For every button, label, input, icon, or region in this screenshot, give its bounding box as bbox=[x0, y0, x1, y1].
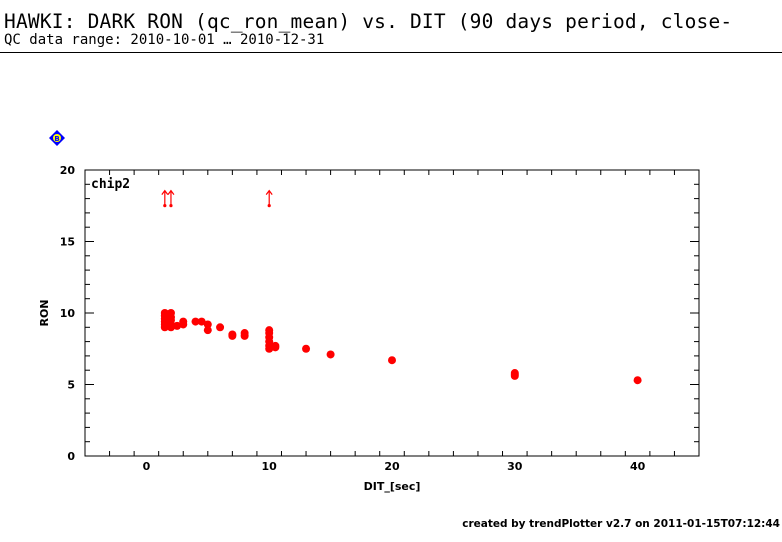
x-axis-label: DIT_[sec] bbox=[364, 480, 421, 493]
data-point bbox=[160, 309, 169, 317]
data-point bbox=[203, 320, 212, 329]
data-point bbox=[510, 369, 519, 378]
x-tick-label: 10 bbox=[262, 460, 278, 473]
y-tick-label: 0 bbox=[67, 450, 75, 463]
axis-tick-labels: 0 10 20 30 40 0 5 10 15 20 bbox=[60, 164, 646, 473]
qc-date-range: QC data range: 2010-10-01 … 2010-12-31 bbox=[4, 32, 325, 48]
data-point bbox=[271, 341, 280, 350]
outlier-arrow bbox=[167, 189, 175, 208]
diamond-letter: B bbox=[54, 135, 59, 143]
y-tick-label: 20 bbox=[60, 164, 76, 177]
data-point bbox=[197, 317, 206, 326]
x-tick-label: 0 bbox=[143, 460, 151, 473]
data-point bbox=[240, 329, 249, 338]
y-tick-label: 15 bbox=[60, 236, 75, 249]
blue-diamond-icon[interactable]: B bbox=[49, 130, 65, 146]
chart-title: HAWKI: DARK RON (qc_ron_mean) vs. DIT (9… bbox=[4, 10, 733, 33]
outlier-arrow bbox=[265, 189, 273, 208]
data-point bbox=[166, 309, 175, 317]
plot-frame bbox=[84, 169, 700, 457]
data-point bbox=[265, 326, 274, 335]
data-point bbox=[179, 317, 188, 326]
data-point bbox=[228, 330, 237, 339]
data-point bbox=[633, 376, 642, 385]
outlier-arrows bbox=[161, 189, 273, 208]
data-point bbox=[326, 350, 335, 359]
y-tick-label: 10 bbox=[60, 307, 76, 320]
data-point bbox=[388, 356, 396, 365]
data-point bbox=[203, 326, 212, 335]
panel-label: chip2 bbox=[91, 177, 130, 192]
data-point bbox=[302, 344, 311, 353]
data-point bbox=[173, 321, 182, 330]
data-points bbox=[160, 309, 642, 385]
y-tick-label: 5 bbox=[67, 379, 75, 392]
x-tick-label: 40 bbox=[630, 460, 646, 473]
y-axis-label: RON bbox=[38, 299, 51, 326]
header-divider bbox=[0, 52, 782, 53]
x-tick-label: 20 bbox=[384, 460, 400, 473]
footer-credit: created by trendPlotter v2.7 on 2011-01-… bbox=[462, 518, 780, 530]
outlier-arrow bbox=[161, 189, 169, 208]
data-point bbox=[191, 317, 200, 326]
scatter-chart: B chip2 0 10 20 30 40 0 5 10 15 20 DIT_[sec] RON bbox=[38, 130, 700, 493]
axis-ticks bbox=[84, 169, 700, 457]
x-tick-label: 30 bbox=[507, 460, 523, 473]
data-point bbox=[216, 323, 225, 332]
